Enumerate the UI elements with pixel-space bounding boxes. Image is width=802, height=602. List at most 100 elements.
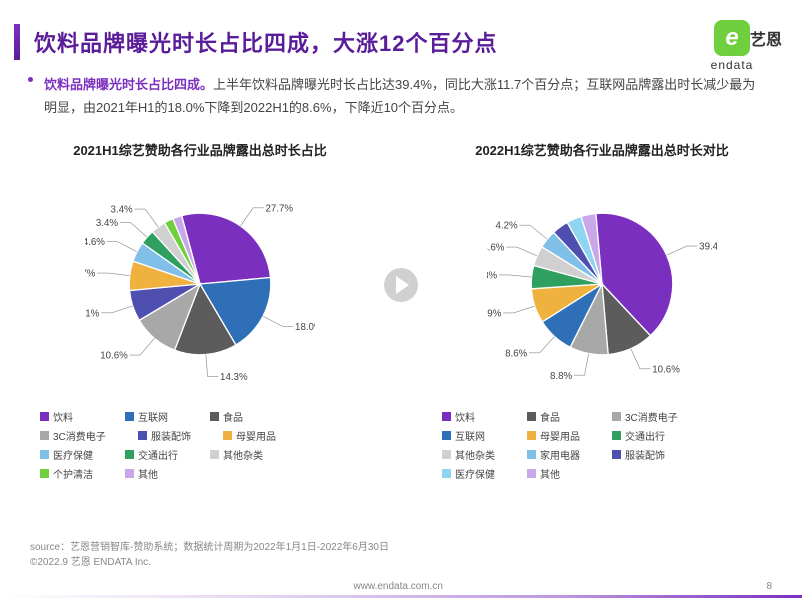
source-line-2: ©2022.9 艺恩 ENDATA Inc. [30,555,389,570]
arrow [381,170,421,400]
legend-item: 服装配饰 [612,447,689,462]
slice-label: 8.8% [550,371,573,382]
legend-swatch [527,431,536,440]
slice-label: 18.0% [295,322,315,333]
title-bar: 饮料品牌曝光时长占比四成，大涨12个百分点 [0,22,802,62]
legend-item: 交通出行 [125,447,202,462]
legend-label: 其他杂类 [223,447,263,462]
legend-item: 饮料 [40,409,117,424]
legend-swatch [612,412,621,421]
legend-item: 母婴用品 [527,428,604,443]
logo-icon: e [714,20,750,56]
legend-item: 其他杂类 [442,447,519,462]
legend-label: 服装配饰 [625,447,665,462]
slice-label: 10.6% [652,364,680,375]
legend-label: 食品 [223,409,243,424]
arrow-circle [384,268,418,302]
pie-right: 39.4%10.6%8.8%8.6%7.9%5.3%4.6%4.2% [487,169,717,399]
logo-text-cn: 艺恩 [750,26,782,50]
legend-swatch [40,469,49,478]
legend-item: 3C消费电子 [40,428,130,443]
legend-item: 食品 [527,409,604,424]
legend-item: 个护清洁 [40,466,117,481]
legend-item: 其他 [527,466,604,481]
legend-item: 其他 [125,466,202,481]
legend-swatch [40,412,49,421]
legend-item: 服装配饰 [138,428,215,443]
slice-label: 3.4% [96,218,119,229]
legend-swatch [40,431,49,440]
bullet-icon [28,77,33,82]
charts-row: 2021H1综艺赞助各行业品牌露出总时长占比 27.7%18.0%14.3%10… [30,140,772,485]
legend-swatch [210,412,219,421]
source-line-1: source：艺恩营销智库-赞助系统；数据统计周期为2022年1月1日-2022… [30,540,389,555]
slice-label: 4.2% [496,221,519,232]
legend-label: 食品 [540,409,560,424]
legend-swatch [612,450,621,459]
legend-right: 饮料 食品 3C消费电子互联网 母婴用品 交通出行其他杂类 家用电器 服装配饰医疗保健 其他 [432,409,772,485]
footer-gradient [0,595,802,598]
legend-label: 医疗保健 [53,447,93,462]
legend-label: 3C消费电子 [53,428,106,443]
slice-label: 27.7% [265,203,293,214]
legend-label: 互联网 [138,409,168,424]
chart-left: 2021H1综艺赞助各行业品牌露出总时长占比 27.7%18.0%14.3%10… [30,140,370,485]
legend-label: 交通出行 [138,447,178,462]
legend-label: 饮料 [455,409,475,424]
logo-text-en: endata [690,58,774,72]
title-accent [14,24,20,60]
footer: www.endata.com.cn 8 [0,581,802,592]
legend-swatch [442,412,451,421]
slice-label: 6.7% [85,269,96,280]
legend-label: 其他 [540,466,560,481]
arrow-right-icon [396,276,409,294]
legend-item: 母婴用品 [223,428,300,443]
legend-swatch [612,431,621,440]
legend-swatch [527,450,536,459]
legend-label: 其他杂类 [455,447,495,462]
chart-right-title: 2022H1综艺赞助各行业品牌露出总时长对比 [432,140,772,159]
legend-item: 食品 [210,409,287,424]
legend-swatch [210,450,219,459]
legend-label: 饮料 [53,409,73,424]
page-title: 饮料品牌曝光时长占比四成，大涨12个百分点 [34,26,497,58]
legend-item: 交通出行 [612,428,689,443]
slice-label: 3.4% [111,205,134,216]
legend-item: 其他杂类 [210,447,287,462]
slice-label: 5.3% [487,270,498,281]
chart-right: 2022H1综艺赞助各行业品牌露出总时长对比 39.4%10.6%8.8%8.6… [432,140,772,485]
legend-label: 母婴用品 [236,428,276,443]
legend-label: 其他 [138,466,158,481]
logo-mark: e [725,24,738,52]
legend-label: 母婴用品 [540,428,580,443]
source-text: source：艺恩营销智库-赞助系统；数据统计周期为2022年1月1日-2022… [30,540,389,570]
legend-label: 医疗保健 [455,466,495,481]
legend-label: 个护清洁 [53,466,93,481]
legend-swatch [125,469,134,478]
legend-item: 互联网 [442,428,519,443]
slice-label: 4.6% [487,243,505,254]
legend-swatch [442,450,451,459]
legend-item: 家用电器 [527,447,604,462]
legend-label: 互联网 [455,428,485,443]
legend-swatch [223,431,232,440]
legend-item: 互联网 [125,409,202,424]
slice-label: 7.1% [85,308,100,319]
legend-swatch [527,412,536,421]
legend-swatch [527,469,536,478]
legend-label: 家用电器 [540,447,580,462]
subtitle: 饮料品牌曝光时长占比四成。上半年饮料品牌曝光时长占比达39.4%，同比大涨11.… [44,74,762,120]
legend-swatch [40,450,49,459]
legend-item: 饮料 [442,409,519,424]
footer-url: www.endata.com.cn [353,581,443,592]
legend-label: 3C消费电子 [625,409,678,424]
legend-swatch [125,412,134,421]
page-number: 8 [766,581,772,592]
slice-label: 7.9% [487,308,502,319]
slice-label: 4.6% [85,237,105,248]
legend-label: 服装配饰 [151,428,191,443]
legend-item: 医疗保健 [40,447,117,462]
legend-item: 3C消费电子 [612,409,702,424]
legend-swatch [442,469,451,478]
subtitle-head: 饮料品牌曝光时长占比四成。 [44,77,213,92]
